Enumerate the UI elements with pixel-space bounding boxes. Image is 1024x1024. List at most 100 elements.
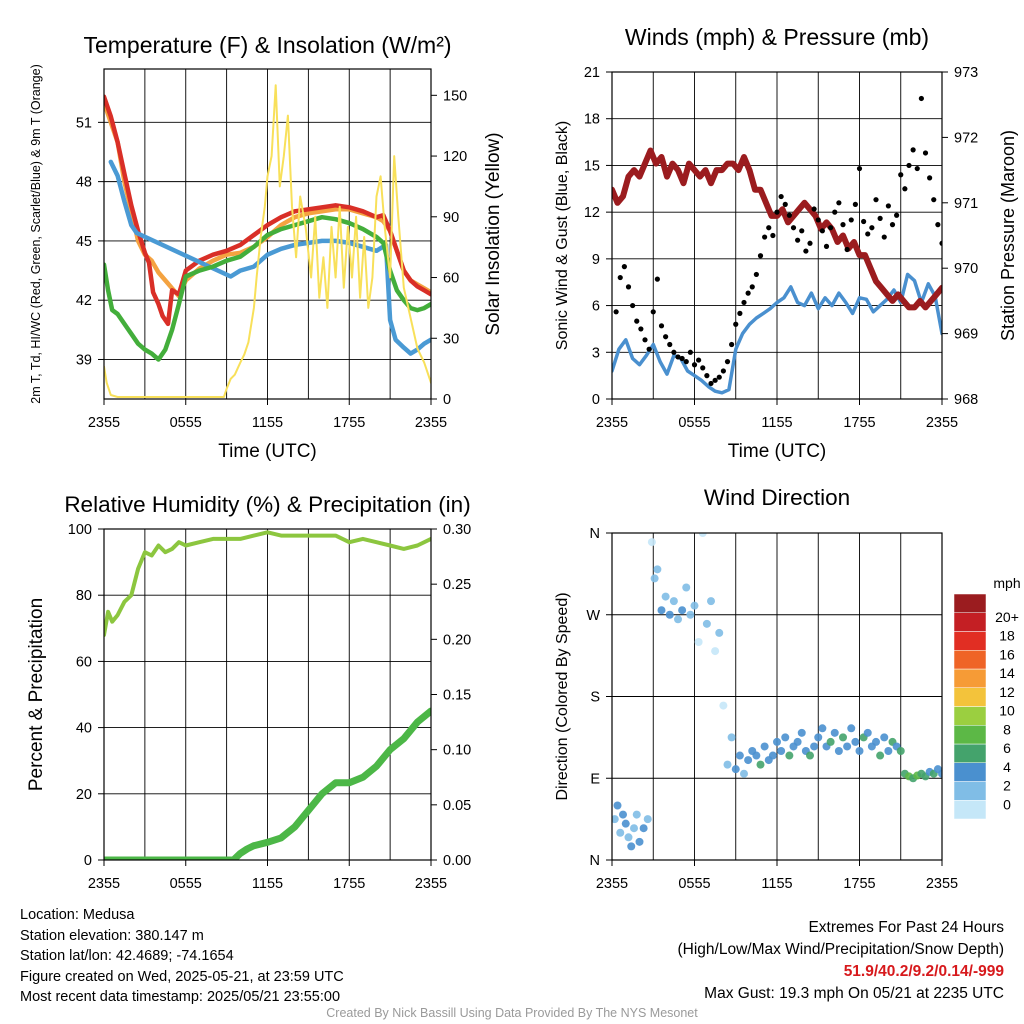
gust-point [844,246,850,253]
x-tick-label: 0555 [678,876,710,892]
direction-point [657,606,666,615]
y-tick-label: 15 [584,158,600,174]
colorbar-swatch [953,593,987,613]
direction-point [707,597,715,606]
y-tick-label: 12 [584,205,600,221]
gust-point [819,228,825,234]
direction-point [686,610,695,619]
gust-point [906,162,912,169]
direction-point [731,765,740,774]
gust-point [832,209,838,215]
gust-point [729,341,735,348]
y-right-tick-label: 973 [954,65,978,81]
gust-point [927,175,933,181]
colorbar-swatch [953,743,987,763]
x-tick-label: 1155 [252,415,283,431]
y-tick-label: 48 [76,175,92,191]
direction-point [806,751,814,760]
x-tick-label: 1755 [843,415,875,431]
gust-point [877,215,883,221]
y-right-tick-label: 0.25 [443,577,471,593]
gust-point [910,147,916,153]
series-line [104,214,431,362]
direction-point [694,638,703,646]
x-tick-label: 2355 [88,876,120,892]
direction-point [884,747,893,755]
y-right-tick-label: 0.20 [443,632,471,648]
extremes-title: Extremes For Past 24 Hours [808,919,1004,936]
direction-point [834,747,843,755]
direction-point [863,728,872,737]
gust-point [856,165,863,172]
x-tick-label: 2355 [415,876,447,892]
y-tick-label: 6 [592,299,600,315]
colorbar-title: mph [993,575,1020,591]
direction-point [624,833,633,842]
y-right-tick-label: 30 [443,331,459,347]
y-tick-label: 3 [592,345,600,361]
chart-title: Relative Humidity (%) & Precipitation (i… [64,492,470,517]
direction-point [621,819,630,828]
gust-point [795,237,801,243]
gust-point [881,234,887,240]
gust-point [658,323,665,329]
direction-point [760,742,769,751]
colorbar-label: 20+ [995,609,1019,625]
series-line [108,159,431,356]
y-tick-label: 40 [76,721,92,737]
gust-point [774,209,780,215]
colorbar-swatch [953,650,987,670]
y-tick-label: N [590,853,600,869]
plot-area [612,533,942,851]
gust-point [753,271,759,278]
y-tick-label: 51 [76,115,92,131]
y-right-tick-label: 0.05 [443,798,471,814]
gust-point [737,310,743,316]
direction-point [661,592,670,601]
gust-point [757,253,764,259]
panel-rh: Relative Humidity (%) & Precipitation (i… [26,492,471,892]
direction-point [938,769,942,778]
gust-point [663,334,669,340]
colorbar-label: 18 [999,628,1015,644]
direction-point [810,742,819,751]
direction-point [612,815,619,824]
series-line [104,707,431,860]
panel-dir: Wind Direction 2355 0555 1155 1755 2355 N E S W Nm… [554,485,1021,892]
direction-point [630,824,638,833]
gust-point [741,299,747,306]
x-axis-label: Time (UTC) [218,441,317,462]
y-right-tick-label: 150 [443,88,467,104]
direction-point [818,724,827,733]
gust-point [811,206,817,212]
max-gust-text: Max Gust: 19.3 mph On 05/21 at 2235 UTC [704,985,1004,1002]
y-tick-label: 60 [76,654,92,670]
gust-point [675,354,681,360]
series-line [612,147,942,311]
direction-point [756,760,765,769]
direction-point [773,737,781,746]
colorbar-label: 10 [999,703,1015,719]
gust-point [679,355,685,362]
direction-point [830,728,839,737]
direction-point [797,728,806,737]
direction-point [674,615,682,624]
gust-point [885,203,891,209]
credit-text: Created By Nick Bassill Using Data Provi… [326,1006,698,1020]
x-tick-label: 2355 [926,876,958,892]
direction-point [872,737,880,746]
grid [104,529,431,860]
y-right-axis-label: Solar Insolation (Yellow) [483,132,504,335]
direction-point [702,619,711,628]
gust-point [613,309,619,315]
colorbar-label: 2 [1003,778,1011,794]
series-line [104,530,431,637]
x-tick-label: 2355 [415,415,447,431]
direction-point [635,837,644,846]
y-right-tick-label: 0.10 [443,743,471,759]
colorbar-swatch [953,706,987,726]
y-right-tick-label: 969 [954,327,978,343]
gust-point [712,377,718,383]
recent-text: Most recent data timestamp: 2025/05/21 2… [20,989,341,1005]
y-tick-label: 42 [76,293,92,309]
